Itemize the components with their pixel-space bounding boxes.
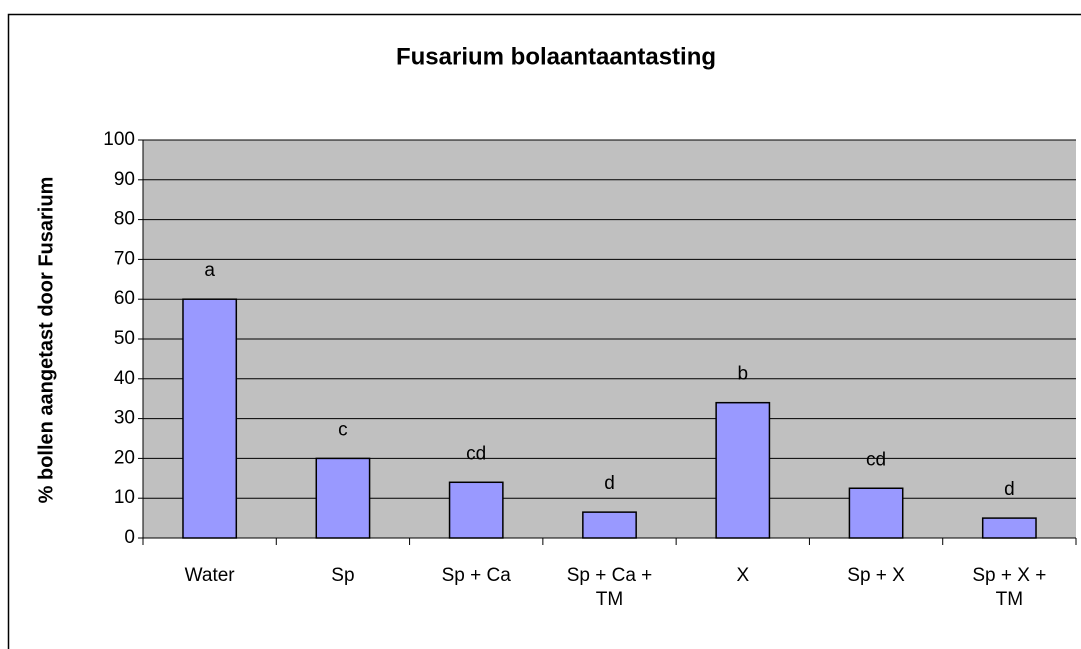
bar xyxy=(582,511,637,539)
y-tick-label: 60 xyxy=(114,288,135,309)
y-tick-label: 80 xyxy=(114,209,135,230)
y-tick-label: 90 xyxy=(114,169,135,190)
chart-title: Fusarium bolaantaantasting xyxy=(396,43,716,70)
y-axis-label: % bollen aangetast door Fusarium xyxy=(35,177,57,504)
bar-annotation: b xyxy=(737,364,748,385)
bar-annotation: cd xyxy=(466,443,486,464)
x-tick-label: Water xyxy=(184,565,235,586)
x-tick-label: Sp + Ca + TM xyxy=(566,565,653,610)
bar xyxy=(182,298,238,539)
bar-annotation: c xyxy=(338,419,348,440)
x-tick-label: X xyxy=(736,565,750,586)
y-tick-label: 0 xyxy=(124,527,135,548)
y-tick-label: 40 xyxy=(114,368,135,389)
x-tick-label: Sp xyxy=(331,565,355,586)
bar xyxy=(715,401,771,539)
bar xyxy=(315,457,371,539)
y-tick-label: 70 xyxy=(114,248,135,269)
bar-annotation: a xyxy=(204,260,215,281)
y-tick-label: 100 xyxy=(103,129,135,150)
x-tick-label: Sp + X xyxy=(847,565,905,586)
bar xyxy=(848,487,904,539)
y-tick-label: 20 xyxy=(114,447,135,468)
bar-annotation: cd xyxy=(866,449,886,470)
y-tick-label: 30 xyxy=(114,408,135,429)
bar-annotation: d xyxy=(604,473,615,494)
y-tick-label: 50 xyxy=(114,328,135,349)
x-tick-label: Sp + Ca xyxy=(441,565,511,586)
bar xyxy=(448,481,504,539)
bar xyxy=(981,517,1037,539)
y-tick-label: 10 xyxy=(114,487,135,508)
bar-annotation: d xyxy=(1004,479,1015,500)
x-tick-label: Sp + X + TM xyxy=(972,565,1047,610)
